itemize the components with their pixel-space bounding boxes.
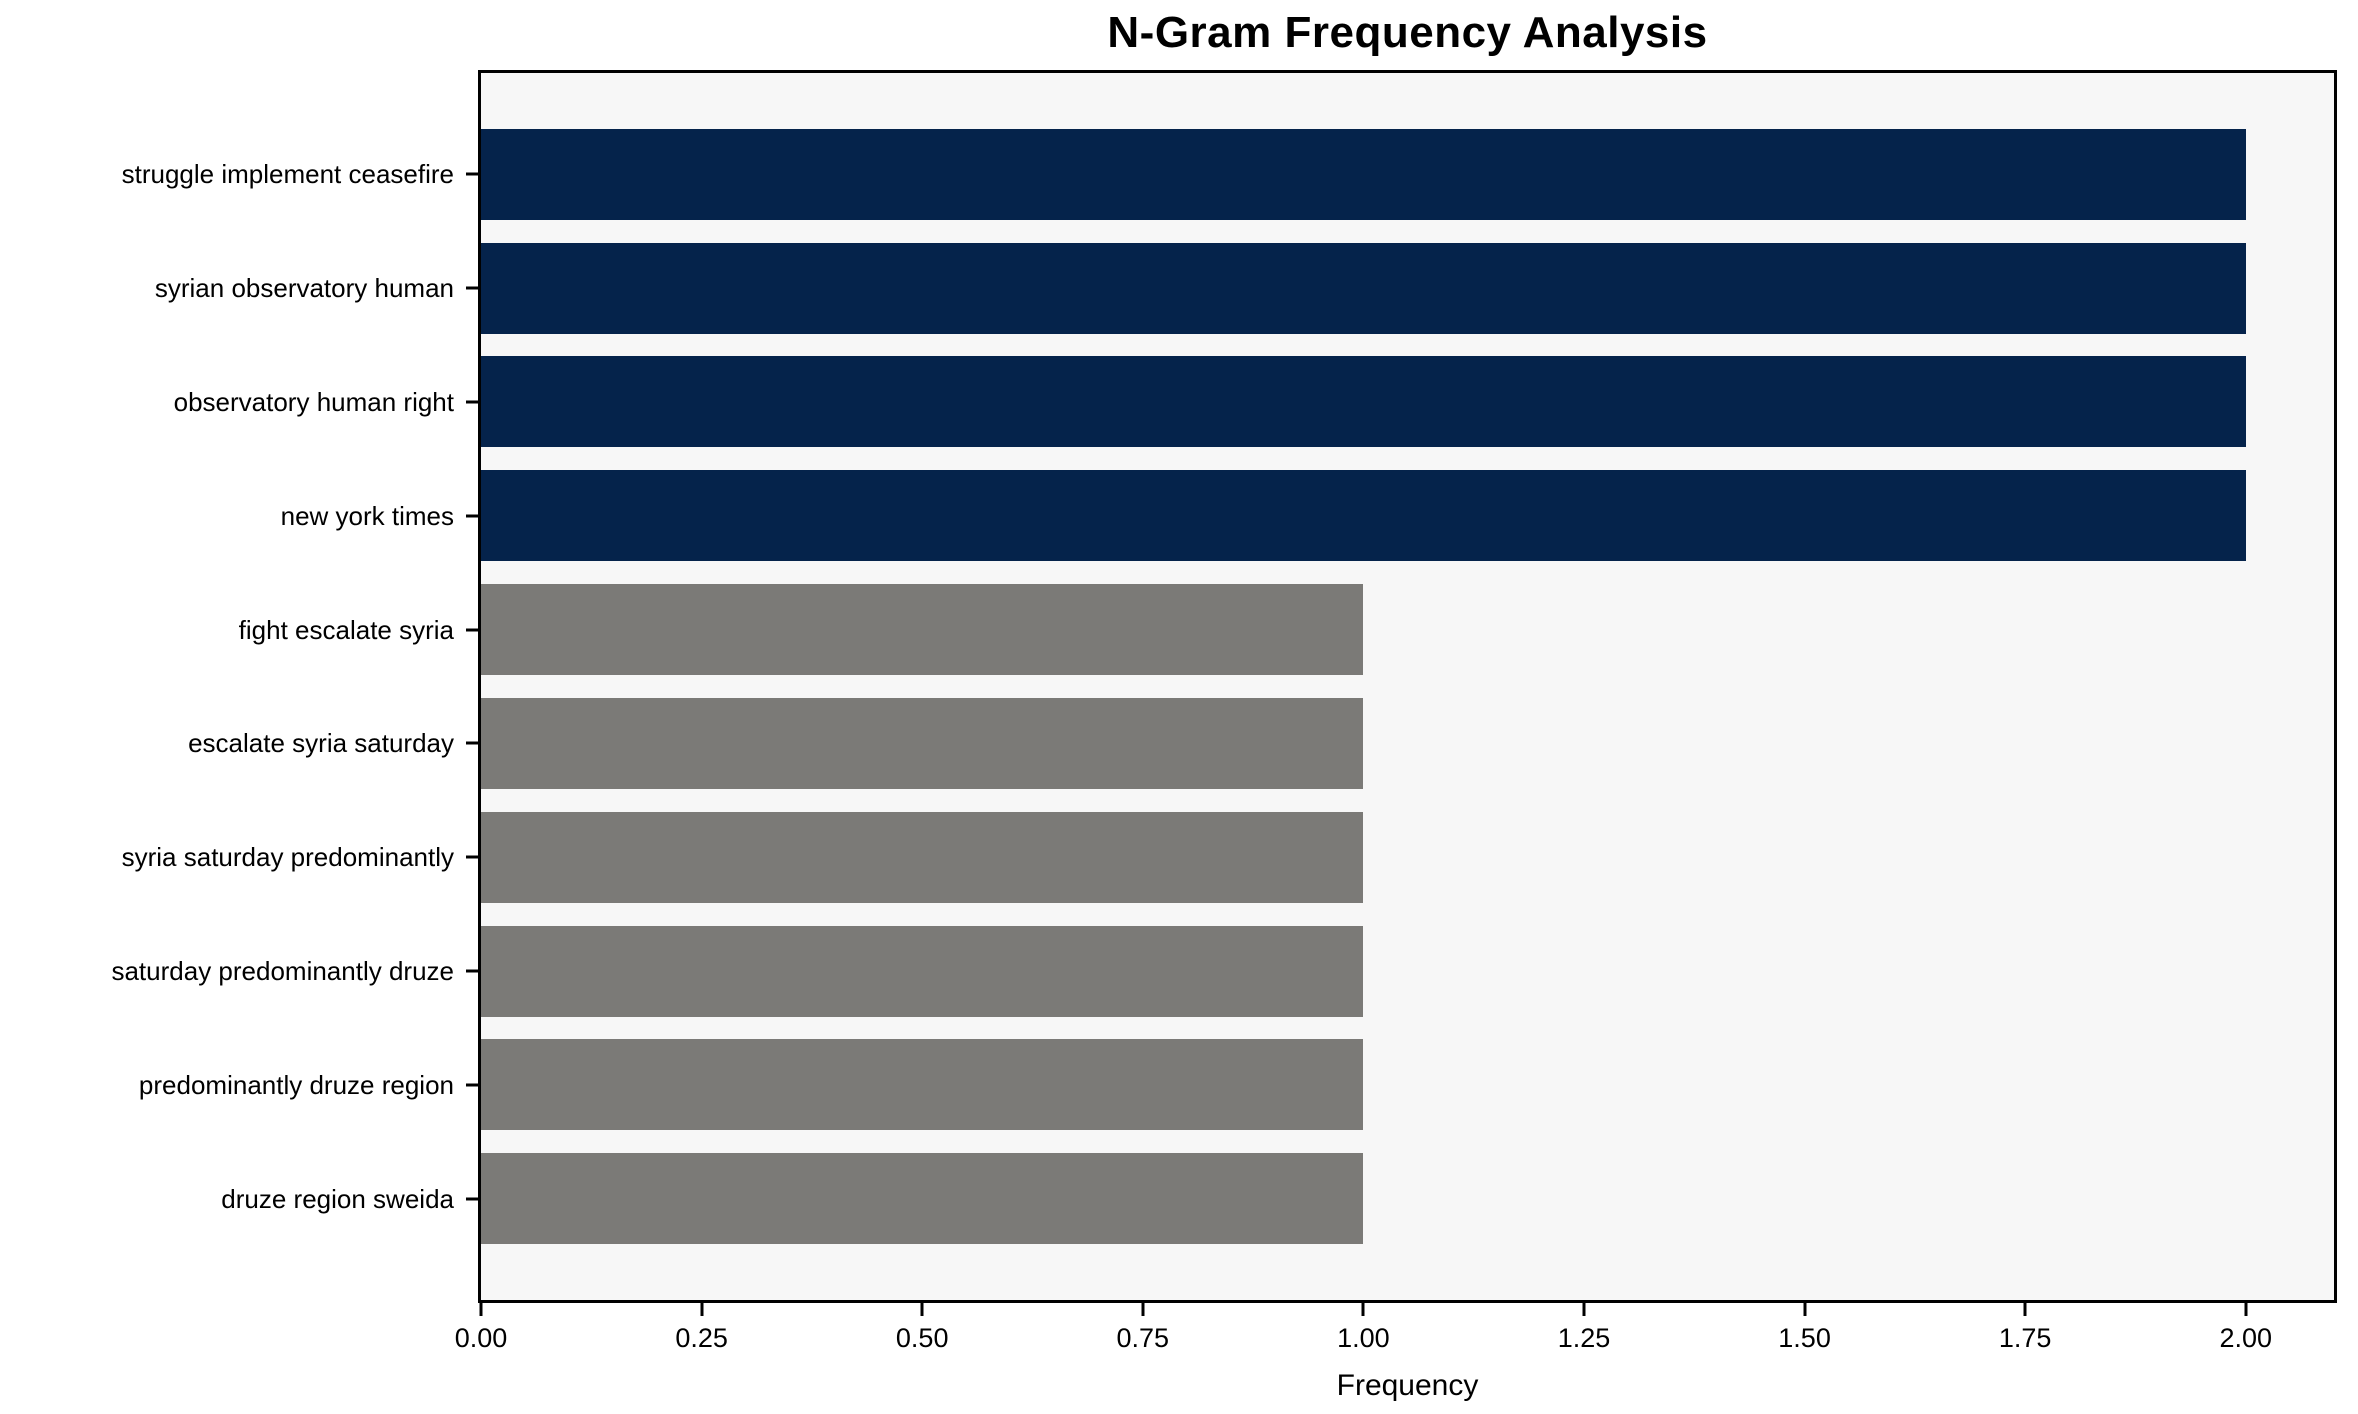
- bar-syrian-observatory-human: [481, 242, 2246, 334]
- y-tick-mark: [466, 969, 478, 973]
- x-tick-mark: [1361, 1303, 1365, 1316]
- y-tick-mark: [466, 1197, 478, 1201]
- y-tick-mark: [466, 172, 478, 176]
- chart-title: N-Gram Frequency Analysis: [1107, 8, 1708, 57]
- x-tick-mark: [700, 1303, 704, 1316]
- y-tick-label: fight escalate syria: [238, 614, 454, 645]
- y-tick-label: predominantly druze region: [138, 1069, 454, 1100]
- x-tick-label: 1.75: [1998, 1323, 2052, 1353]
- y-tick-label: observatory human right: [173, 386, 454, 417]
- x-tick-label: 0.25: [675, 1323, 728, 1353]
- bar-saturday-predominantly-druze: [481, 925, 1364, 1017]
- bar-predominantly-druze-region: [481, 1039, 1364, 1131]
- x-tick-mark: [920, 1303, 924, 1316]
- y-tick-mark: [466, 514, 478, 518]
- y-tick-label: struggle implement ceasefire: [121, 159, 454, 190]
- bar-syria-saturday-predominantly: [481, 811, 1364, 903]
- y-tick-mark: [466, 400, 478, 404]
- x-tick-mark: [1582, 1303, 1586, 1316]
- bar-druze-region-sweida: [481, 1153, 1364, 1245]
- bar-escalate-syria-saturday: [481, 697, 1364, 789]
- x-tick-mark: [2244, 1303, 2248, 1316]
- x-tick-label: 0.50: [895, 1323, 949, 1353]
- plot-area: [478, 70, 2337, 1303]
- y-tick-mark: [466, 286, 478, 290]
- bar-fight-escalate-syria: [481, 584, 1364, 676]
- x-axis-label: Frequency: [1336, 1369, 1479, 1402]
- x-tick-label: 1.50: [1778, 1323, 1831, 1353]
- y-tick-label: saturday predominantly druze: [111, 956, 454, 987]
- y-tick-label: new york times: [280, 500, 454, 531]
- y-tick-label: druze region sweida: [221, 1183, 454, 1214]
- x-tick-label: 1.25: [1557, 1323, 1611, 1353]
- bar-new-york-times: [481, 470, 2246, 562]
- x-tick-mark: [1141, 1303, 1145, 1316]
- y-tick-label: escalate syria saturday: [188, 728, 454, 759]
- y-tick-label: syria saturday predominantly: [121, 842, 454, 873]
- x-tick-label: 1.00: [1337, 1323, 1390, 1353]
- x-tick-mark: [479, 1303, 483, 1316]
- bar-struggle-implement-ceasefire: [481, 128, 2246, 220]
- y-tick-mark: [466, 855, 478, 859]
- x-tick-label: 2.00: [2219, 1323, 2273, 1353]
- x-tick-mark: [2023, 1303, 2027, 1316]
- y-tick-mark: [466, 1083, 478, 1087]
- y-tick-label: syrian observatory human: [154, 273, 454, 304]
- y-tick-mark: [466, 628, 478, 632]
- y-tick-mark: [466, 741, 478, 745]
- x-tick-mark: [1803, 1303, 1807, 1316]
- bar-observatory-human-right: [481, 356, 2246, 448]
- x-tick-label: 0.00: [454, 1323, 508, 1353]
- x-tick-label: 0.75: [1116, 1323, 1170, 1353]
